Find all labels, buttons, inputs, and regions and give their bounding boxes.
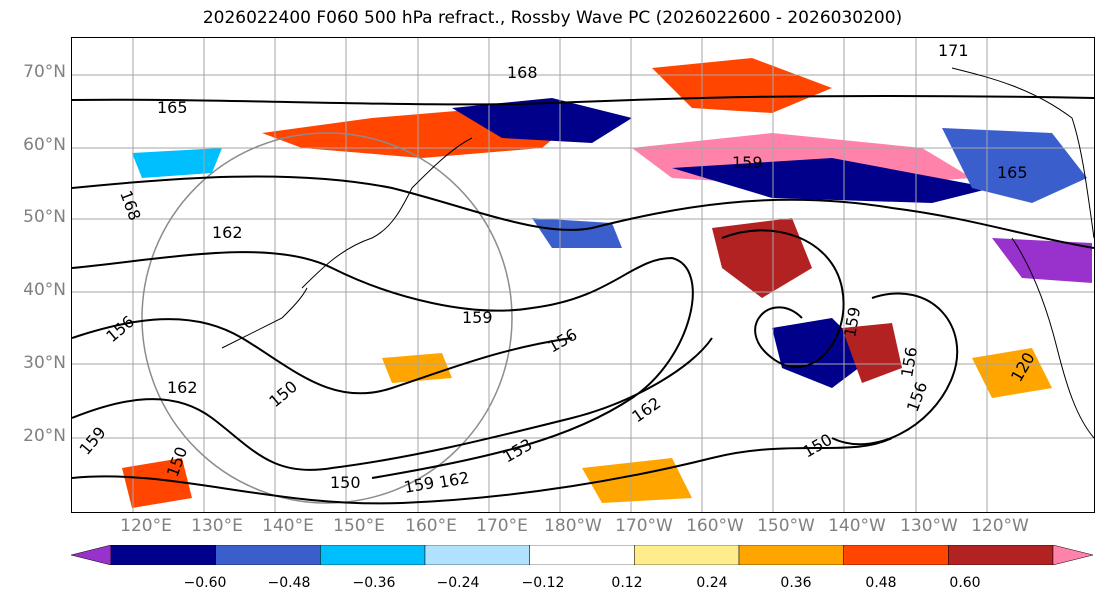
lat-label: 30°N bbox=[23, 353, 66, 373]
colorbar-tick-label: 0.36 bbox=[780, 575, 812, 591]
colorbar-tick-label: −0.12 bbox=[521, 575, 565, 591]
colorbar-cell bbox=[320, 545, 426, 565]
colorbar-cell bbox=[110, 545, 216, 565]
lon-label: 150°E bbox=[333, 516, 385, 536]
colorbar-tick-label: 0.12 bbox=[611, 575, 643, 591]
shading-patches bbox=[122, 58, 1092, 508]
patch bbox=[582, 458, 692, 503]
colorbar-cell bbox=[948, 545, 1054, 565]
colorbar-cell bbox=[634, 545, 740, 565]
patch bbox=[972, 348, 1052, 398]
contour-label: 150 bbox=[163, 444, 191, 479]
patch bbox=[992, 238, 1092, 283]
lon-label: 140°E bbox=[262, 516, 314, 536]
lon-label: 170°W bbox=[615, 516, 673, 536]
colorbar bbox=[71, 545, 1093, 565]
patch bbox=[122, 458, 192, 508]
lat-label: 40°N bbox=[23, 280, 66, 300]
patch bbox=[652, 58, 832, 113]
contour-label: 159 bbox=[462, 308, 493, 327]
contour-label: 159 bbox=[402, 473, 435, 497]
lon-label: 160°W bbox=[686, 516, 744, 536]
lat-label: 50°N bbox=[23, 207, 66, 227]
contour-label: 165 bbox=[157, 98, 188, 117]
colorbar-cell bbox=[529, 545, 635, 565]
chart-title: 2026022400 F060 500 hPa refract., Rossby… bbox=[202, 8, 903, 28]
lon-label: 140°W bbox=[828, 516, 886, 536]
colorbar-tick-label: −0.36 bbox=[352, 575, 396, 591]
contour-label: 150 bbox=[800, 430, 836, 462]
colorbar-cell bbox=[215, 545, 321, 565]
contour-label: 150 bbox=[330, 473, 361, 492]
lon-label: 120°W bbox=[971, 516, 1029, 536]
lon-label: 150°W bbox=[757, 516, 815, 536]
patch bbox=[712, 218, 812, 298]
contour-label: 168 bbox=[116, 188, 144, 223]
contour-label: 153 bbox=[500, 435, 536, 467]
contour-label: 171 bbox=[938, 41, 969, 60]
contour-label: 168 bbox=[507, 63, 538, 82]
contour-label: 156 bbox=[545, 325, 581, 357]
colorbar-cell bbox=[843, 545, 949, 565]
contour-label: 162 bbox=[212, 223, 243, 242]
lat-label: 60°N bbox=[23, 135, 66, 155]
lon-label: 170°E bbox=[476, 516, 528, 536]
patch bbox=[382, 353, 452, 383]
colorbar-cell bbox=[738, 545, 844, 565]
lat-label: 20°N bbox=[23, 426, 66, 446]
colorbar-tick-label: 0.48 bbox=[865, 575, 897, 591]
lon-label: 130°E bbox=[191, 516, 243, 536]
patch bbox=[452, 98, 632, 143]
lon-label: 160°E bbox=[405, 516, 457, 536]
contour-label: 165 bbox=[997, 163, 1028, 182]
coastlines bbox=[221, 67, 1094, 439]
contour-label: 159 bbox=[732, 153, 763, 172]
contour-label: 162 bbox=[628, 393, 664, 426]
lon-label: 120°E bbox=[120, 516, 172, 536]
contour-label: 156 bbox=[903, 379, 931, 414]
lat-label: 70°N bbox=[23, 62, 66, 82]
lon-label: 180°W bbox=[544, 516, 602, 536]
reference-circle bbox=[141, 132, 513, 504]
colorbar-cell bbox=[424, 545, 530, 565]
colorbar-tick-label: 0.60 bbox=[949, 575, 981, 591]
colorbar-tick-label: −0.48 bbox=[267, 575, 311, 591]
colorbar-tick-label: −0.24 bbox=[436, 575, 480, 591]
contours bbox=[72, 94, 1094, 505]
contour-label: 159 bbox=[76, 423, 110, 459]
contour-label: 150 bbox=[265, 377, 301, 411]
lon-label: 130°W bbox=[900, 516, 958, 536]
contour-label: 162 bbox=[167, 378, 198, 397]
map-panel: 171 168 165 168 162 159 165 159 156 156 … bbox=[71, 37, 1095, 513]
map-canvas: 171 168 165 168 162 159 165 159 156 156 … bbox=[72, 38, 1094, 512]
patch bbox=[942, 128, 1087, 203]
colorbar-tick-label: −0.60 bbox=[183, 575, 227, 591]
colorbar-tick-label: 0.24 bbox=[696, 575, 728, 591]
gridlines bbox=[72, 38, 1094, 512]
patch bbox=[132, 148, 222, 178]
patch bbox=[842, 323, 902, 383]
contour-label: 162 bbox=[437, 468, 470, 492]
patch bbox=[672, 158, 992, 203]
patch bbox=[532, 218, 622, 248]
colorbar-extend-left bbox=[71, 545, 112, 565]
colorbar-extend-right bbox=[1052, 545, 1093, 565]
contour-label: 156 bbox=[897, 345, 921, 378]
